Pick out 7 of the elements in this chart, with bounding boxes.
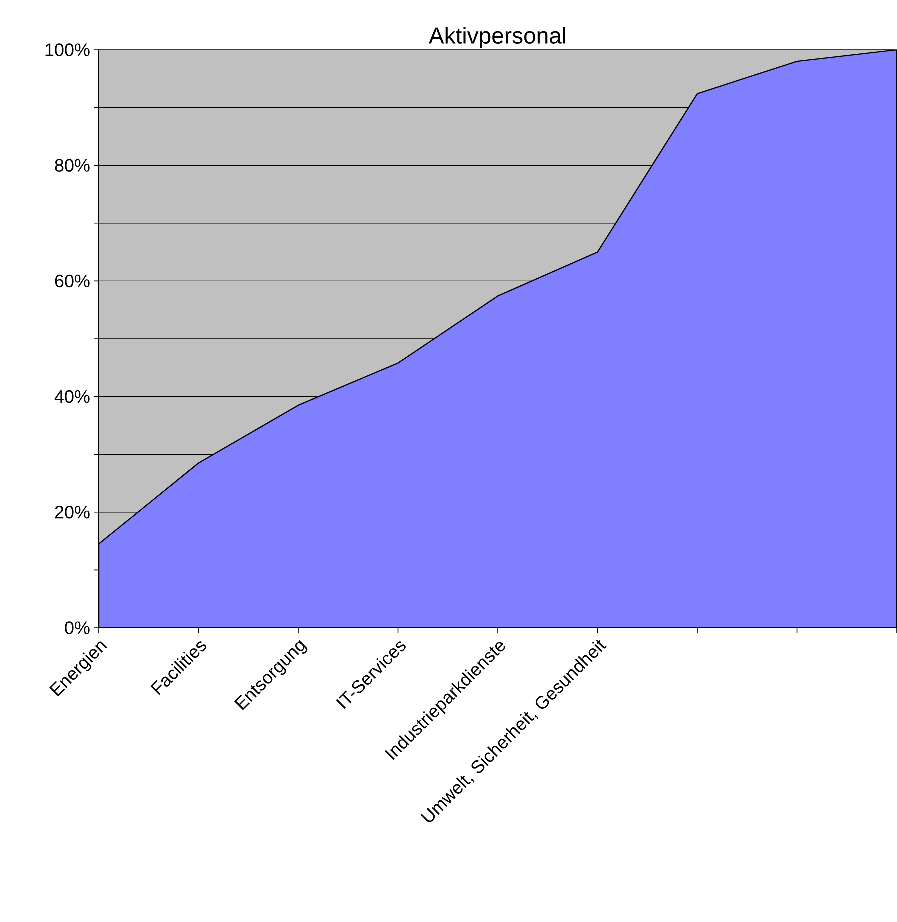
- y-tick-label: 40%: [54, 390, 90, 404]
- y-tick-label: 60%: [55, 274, 90, 288]
- y-tick-label: 80%: [55, 159, 90, 172]
- chart-title: Aktivpersonal: [429, 27, 566, 48]
- y-tick-label: 0%: [65, 622, 90, 634]
- y-tick-label: 100%: [46, 44, 90, 56]
- y-tick-label: 20%: [55, 506, 90, 519]
